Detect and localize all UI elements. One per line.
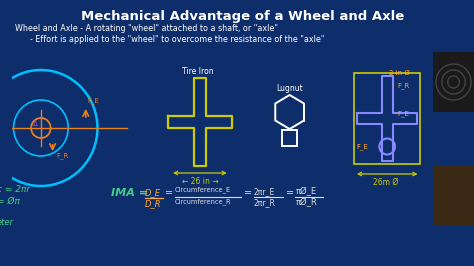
Bar [354,73,420,164]
Text: F_R: F_R [56,152,69,159]
Text: F_E: F_E [88,97,100,104]
Text: Δ: Δ [33,121,37,127]
Text: ← 26 in →: ← 26 in → [182,177,218,186]
Text: 2πr_E: 2πr_E [254,187,275,196]
Text: 26m Ø: 26m Ø [373,178,398,187]
Text: c = 2πr: c = 2πr [0,185,30,194]
Text: 2 in Ø: 2 in Ø [389,70,410,76]
Text: = Øπ: = Øπ [0,197,20,206]
Text: D_R: D_R [145,199,162,208]
Text: =: = [286,188,294,198]
Text: 2πr_R: 2πr_R [254,198,275,207]
Text: D_E: D_E [145,188,161,197]
Text: IMA =: IMA = [111,188,148,198]
Text: F_R: F_R [397,82,409,89]
Text: Circumference_R: Circumference_R [174,198,231,205]
Text: Lugnut: Lugnut [276,84,303,93]
Bar [433,165,474,225]
Text: F_E: F_E [356,143,368,150]
Text: πØ_R: πØ_R [295,198,317,207]
Bar [283,130,297,146]
Text: - Effort is applied to the "wheel" to overcome the resistance of the "axle": - Effort is applied to the "wheel" to ov… [15,35,324,44]
Text: πØ_E: πØ_E [295,187,317,196]
Text: =: = [244,188,252,198]
Text: =: = [165,188,173,198]
Text: Circumference_E: Circumference_E [174,186,231,193]
Text: F_E: F_E [397,110,409,117]
Text: eter: eter [0,218,14,227]
Bar [433,52,474,112]
Text: Mechanical Advantage of a Wheel and Axle: Mechanical Advantage of a Wheel and Axle [81,10,404,23]
Text: Tire Iron: Tire Iron [182,67,214,76]
Text: Wheel and Axle - A rotating "wheel" attached to a shaft, or "axle": Wheel and Axle - A rotating "wheel" atta… [15,24,278,33]
